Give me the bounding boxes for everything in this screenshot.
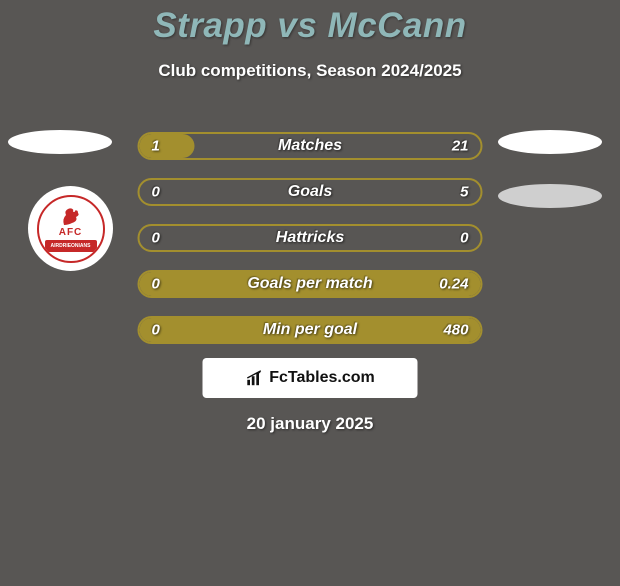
player-right-oval-2 (498, 184, 602, 208)
stat-value-right: 21 (452, 138, 469, 155)
club-badge-ribbon: AIRDRIEONIANS (45, 240, 97, 252)
stat-fill-left (140, 134, 195, 158)
stat-row: 0 Goals 5 (138, 178, 483, 206)
attribution-text: FcTables.com (269, 369, 375, 387)
stat-label: Hattricks (276, 229, 344, 247)
player-left-oval (8, 130, 112, 154)
stat-value-left: 0 (152, 276, 160, 293)
stat-label: Matches (278, 137, 342, 155)
bar-chart-icon (245, 369, 263, 387)
stat-value-left: 0 (152, 322, 160, 339)
stat-row: 1 Matches 21 (138, 132, 483, 160)
stat-value-right: 0 (460, 230, 468, 247)
player-right-oval-1 (498, 130, 602, 154)
stat-value-right: 5 (460, 184, 468, 201)
stat-row: 0 Goals per match 0.24 (138, 270, 483, 298)
stat-value-left: 0 (152, 184, 160, 201)
stat-value-right: 480 (443, 322, 468, 339)
stat-label: Goals (288, 183, 332, 201)
comparison-subtitle: Club competitions, Season 2024/2025 (0, 61, 620, 81)
stat-value-right: 0.24 (439, 276, 468, 293)
rooster-icon (58, 205, 84, 227)
stat-row: 0 Hattricks 0 (138, 224, 483, 252)
club-badge: AFC AIRDRIEONIANS (28, 186, 113, 271)
stat-label: Goals per match (247, 275, 372, 293)
club-badge-afc: AFC (59, 227, 83, 238)
comparison-date: 20 january 2025 (0, 414, 620, 434)
comparison-bars: 1 Matches 21 0 Goals 5 0 Hattricks 0 0 Goals per m… (138, 132, 483, 344)
stat-row: 0 Min per goal 480 (138, 316, 483, 344)
stat-label: Min per goal (263, 321, 357, 339)
attribution-badge: FcTables.com (203, 358, 418, 398)
stat-value-left: 1 (152, 138, 160, 155)
comparison-title: Strapp vs McCann (0, 6, 620, 46)
stat-value-left: 0 (152, 230, 160, 247)
